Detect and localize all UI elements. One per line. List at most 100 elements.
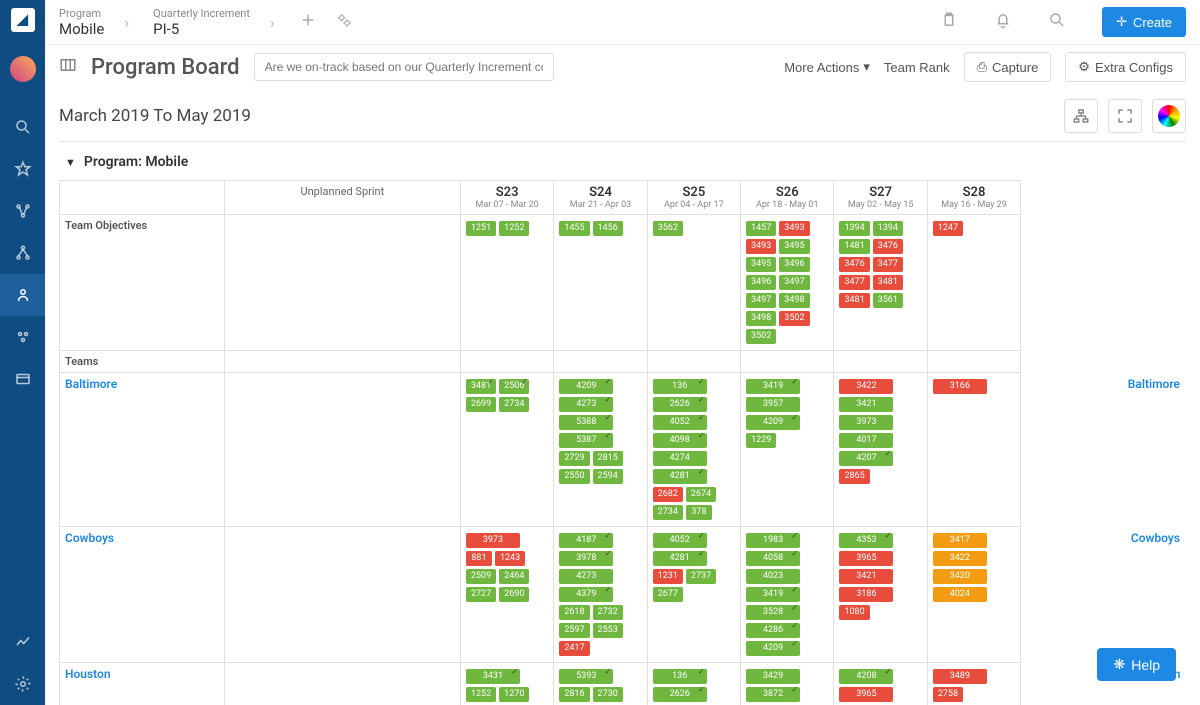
work-item-chip[interactable]: 2730	[593, 687, 623, 702]
work-item-chip[interactable]: 3421	[839, 397, 893, 412]
work-item-chip[interactable]: 2553	[593, 623, 623, 638]
work-item-chip[interactable]: 2732	[593, 605, 623, 620]
work-item-chip[interactable]: 3481	[873, 275, 903, 290]
work-item-chip[interactable]: 1455	[559, 221, 589, 236]
team-link[interactable]: Baltimore	[1128, 377, 1180, 391]
work-item-chip[interactable]: 1229	[746, 433, 776, 448]
work-item-chip[interactable]: 2865	[839, 469, 869, 484]
work-item-chip[interactable]: 3421	[839, 569, 893, 584]
work-item-chip[interactable]: 3498	[746, 311, 776, 326]
work-item-chip[interactable]: 3186	[839, 587, 893, 602]
work-item-chip[interactable]: 2509	[466, 569, 496, 584]
program-section-toggle[interactable]: ▼ Program: Mobile	[59, 141, 1186, 180]
work-item-chip[interactable]: 3497	[779, 275, 809, 290]
nav-settings-icon[interactable]	[0, 663, 45, 705]
work-item-chip[interactable]: 3496	[746, 275, 776, 290]
work-item-chip[interactable]: 3420	[933, 569, 987, 584]
work-item-chip[interactable]: 2727	[466, 587, 496, 602]
work-item-chip[interactable]: 3965	[839, 551, 893, 566]
nav-people-icon[interactable]	[0, 274, 45, 316]
work-item-chip[interactable]: 3493	[746, 239, 776, 254]
work-item-chip[interactable]: 3481	[466, 379, 496, 394]
work-item-chip[interactable]: 4207	[839, 451, 893, 466]
extra-configs-button[interactable]: ⚙Extra Configs	[1065, 52, 1186, 82]
work-item-chip[interactable]: 4286	[746, 623, 800, 638]
work-item-chip[interactable]: 3965	[839, 687, 893, 702]
work-item-chip[interactable]: 2550	[559, 469, 589, 484]
work-item-chip[interactable]: 4052	[653, 533, 707, 548]
work-item-chip[interactable]: 1247	[933, 221, 963, 236]
work-item-chip[interactable]: 3498	[779, 293, 809, 308]
work-item-chip[interactable]: 3493	[779, 221, 809, 236]
capture-button[interactable]: ⎙Capture	[964, 52, 1052, 82]
work-item-chip[interactable]: 4273	[559, 569, 613, 584]
nav-team-icon[interactable]	[0, 316, 45, 358]
work-item-chip[interactable]: 2417	[559, 641, 589, 656]
work-item-chip[interactable]: 3973	[839, 415, 893, 430]
work-item-chip[interactable]: 1252	[466, 687, 496, 702]
work-item-chip[interactable]: 4208	[839, 669, 893, 684]
work-item-chip[interactable]: 4209	[746, 415, 800, 430]
work-item-chip[interactable]: 3422	[839, 379, 893, 394]
work-item-chip[interactable]: 1231	[653, 569, 683, 584]
work-item-chip[interactable]: 3166	[933, 379, 987, 394]
work-item-chip[interactable]: 1080	[839, 605, 869, 620]
nav-analytics-icon[interactable]	[0, 621, 45, 663]
work-item-chip[interactable]: 4274	[653, 451, 707, 466]
work-item-chip[interactable]: 4281	[653, 551, 707, 566]
work-item-chip[interactable]: 2464	[499, 569, 529, 584]
work-item-chip[interactable]: 2758	[933, 687, 963, 702]
work-item-chip[interactable]: 4281	[653, 469, 707, 484]
work-item-chip[interactable]: 2734	[499, 397, 529, 412]
add-crumb-icon[interactable]	[299, 11, 317, 33]
work-item-chip[interactable]: 1481	[839, 239, 869, 254]
work-item-chip[interactable]: 5388	[559, 415, 613, 430]
work-item-chip[interactable]: 2597	[559, 623, 589, 638]
work-item-chip[interactable]: 4187	[559, 533, 613, 548]
work-item-chip[interactable]: 2690	[499, 587, 529, 602]
work-item-chip[interactable]: 881	[466, 551, 492, 566]
team-link[interactable]: Cowboys	[65, 531, 114, 545]
work-item-chip[interactable]: 2682	[653, 487, 683, 502]
work-item-chip[interactable]: 3496	[779, 257, 809, 272]
work-item-chip[interactable]: 136	[653, 669, 707, 684]
nav-hierarchy-icon[interactable]	[0, 232, 45, 274]
work-item-chip[interactable]: 4209	[746, 641, 800, 656]
work-item-chip[interactable]: 3477	[873, 257, 903, 272]
work-item-chip[interactable]: 1456	[593, 221, 623, 236]
color-wheel-icon[interactable]	[1152, 99, 1186, 133]
work-item-chip[interactable]: 4058	[746, 551, 800, 566]
question-input[interactable]	[254, 53, 554, 81]
crumb-program[interactable]: Program Mobile	[59, 7, 104, 38]
work-item-chip[interactable]: 3495	[779, 239, 809, 254]
work-item-chip[interactable]: 3429	[746, 669, 800, 684]
work-item-chip[interactable]: 2737	[686, 569, 716, 584]
search-icon[interactable]	[1048, 11, 1066, 33]
work-item-chip[interactable]: 1983	[746, 533, 800, 548]
work-item-chip[interactable]: 3477	[839, 275, 869, 290]
create-button[interactable]: ✛Create	[1102, 7, 1186, 37]
work-item-chip[interactable]: 5387	[559, 433, 613, 448]
work-item-chip[interactable]: 2729	[559, 451, 589, 466]
app-logo[interactable]: ◢	[11, 8, 35, 32]
more-actions-dropdown[interactable]: More Actions ▾	[784, 59, 870, 75]
work-item-chip[interactable]: 2626	[653, 687, 707, 702]
config-gears-icon[interactable]	[335, 11, 353, 33]
work-item-chip[interactable]: 2699	[466, 397, 496, 412]
bell-icon[interactable]	[994, 11, 1012, 33]
work-item-chip[interactable]: 2618	[559, 605, 589, 620]
work-item-chip[interactable]: 4098	[653, 433, 707, 448]
work-item-chip[interactable]: 2815	[593, 451, 623, 466]
work-item-chip[interactable]: 3419	[746, 379, 800, 394]
work-item-chip[interactable]: 4379	[559, 587, 613, 602]
work-item-chip[interactable]: 2674	[686, 487, 716, 502]
fullscreen-icon[interactable]	[1108, 99, 1142, 133]
work-item-chip[interactable]: 3957	[746, 397, 800, 412]
work-item-chip[interactable]: 3528	[746, 605, 800, 620]
work-item-chip[interactable]: 2594	[593, 469, 623, 484]
work-item-chip[interactable]: 4023	[746, 569, 800, 584]
work-item-chip[interactable]: 3476	[839, 257, 869, 272]
team-link[interactable]: Baltimore	[65, 377, 117, 391]
work-item-chip[interactable]: 4017	[839, 433, 893, 448]
work-item-chip[interactable]: 2506	[499, 379, 529, 394]
